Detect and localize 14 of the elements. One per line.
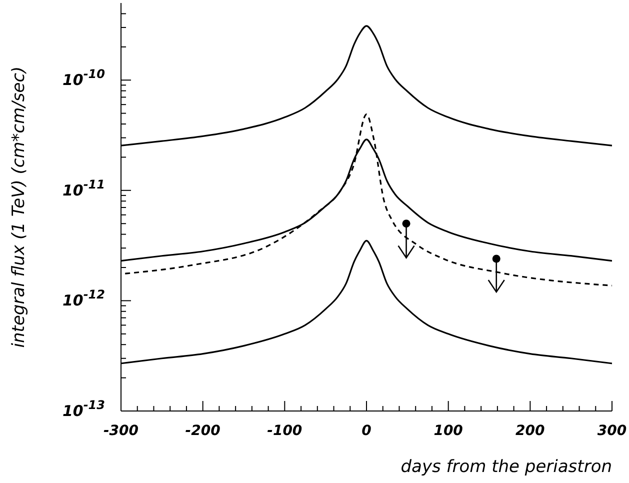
y-tick-label: 10$^{-11}$ <box>62 178 105 200</box>
x-tick-label: 300 <box>597 423 627 439</box>
y-tick-label: 10$^{-12}$ <box>62 288 105 310</box>
y-tick-label: 10$^{-13}$ <box>62 398 105 420</box>
x-axis-title: days from the periastron <box>400 457 612 477</box>
x-tick-label: -200 <box>185 423 221 439</box>
x-tick-label: 100 <box>434 423 464 439</box>
x-tick-label: 200 <box>516 423 546 439</box>
y-tick-label: 10$^{-10}$ <box>62 68 105 90</box>
x-tick-label: -100 <box>267 423 302 439</box>
x-tick-label: -300 <box>103 423 139 439</box>
y-axis-title: integral flux (1 TeV) (cm*cm/sec) <box>9 66 29 348</box>
x-tick-label: 0 <box>362 423 372 439</box>
line-series <box>124 113 612 286</box>
